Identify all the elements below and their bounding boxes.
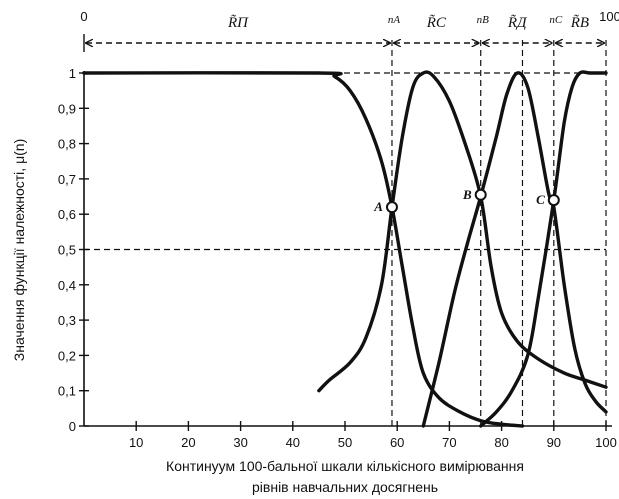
membership-curve-1 [317, 70, 608, 393]
region-label-3: R̃В [570, 15, 589, 31]
y-tick-label-1: 0,1 [58, 384, 76, 399]
x-axis-title-line-2: рівнів навчальних досягнень [252, 479, 438, 495]
x-tick-label-2: 30 [233, 435, 247, 450]
top-region-scale: R̃П R̃С R̃Д R̃В nA nB nC [83, 14, 604, 52]
y-tick-label-4: 0,4 [58, 278, 76, 293]
y-tick-label-2: 0,2 [58, 348, 76, 363]
x-tick-label-4: 50 [338, 435, 352, 450]
intersection-points: A B C [373, 187, 560, 214]
boundary-label-0: nA [388, 14, 401, 26]
x-tick-label-1: 20 [181, 435, 195, 450]
region-label-0: R̃П [227, 15, 249, 31]
x-tick-label-8: 90 [547, 435, 561, 450]
top-scale-start-label: 0 [80, 9, 87, 24]
y-tick-label-0: 0 [69, 419, 76, 434]
y-tick-label-6: 0,6 [58, 207, 76, 222]
x-tick-label-7: 80 [494, 435, 508, 450]
x-tick-label-3: 40 [286, 435, 300, 450]
membership-curve-2 [421, 71, 608, 428]
axes: 0 0,1 0,2 0,3 0,4 0,5 0,6 0,7 0,8 0,9 1 10 20 30 40 50 6… [58, 66, 617, 450]
x-tick-label-5: 60 [390, 435, 404, 450]
y-tick-label-5: 0,5 [58, 243, 76, 258]
y-tick-label-3: 0,3 [58, 313, 76, 328]
intersection-label-c: C [536, 192, 545, 207]
intersection-label-a: A [373, 199, 383, 214]
intersection-label-b: B [462, 187, 472, 202]
membership-curve-0 [82, 71, 525, 428]
y-tick-label-8: 0,8 [58, 137, 76, 152]
intersection-point-b [474, 188, 487, 201]
y-axis-title: Значення функції належності, μ(n) [11, 139, 27, 361]
region-label-1: R̃С [426, 15, 447, 31]
intersection-point-c [547, 194, 560, 207]
top-scale-end-label: 100 [599, 9, 619, 24]
boundary-label-2: nC [549, 14, 563, 26]
x-tick-label-9: 100 [595, 435, 617, 450]
x-axis-title-line-1: Континуум 100-бальної шкали кількісного … [166, 458, 524, 474]
y-tick-label-7: 0,7 [58, 172, 76, 187]
x-tick-label-0: 10 [129, 435, 143, 450]
y-tick-label-10: 1 [69, 66, 76, 81]
y-tick-label-9: 0,9 [58, 101, 76, 116]
boundary-label-1: nB [477, 14, 490, 26]
x-tick-label-6: 70 [442, 435, 456, 450]
region-label-2: R̃Д [507, 15, 528, 31]
intersection-point-a [385, 201, 398, 214]
